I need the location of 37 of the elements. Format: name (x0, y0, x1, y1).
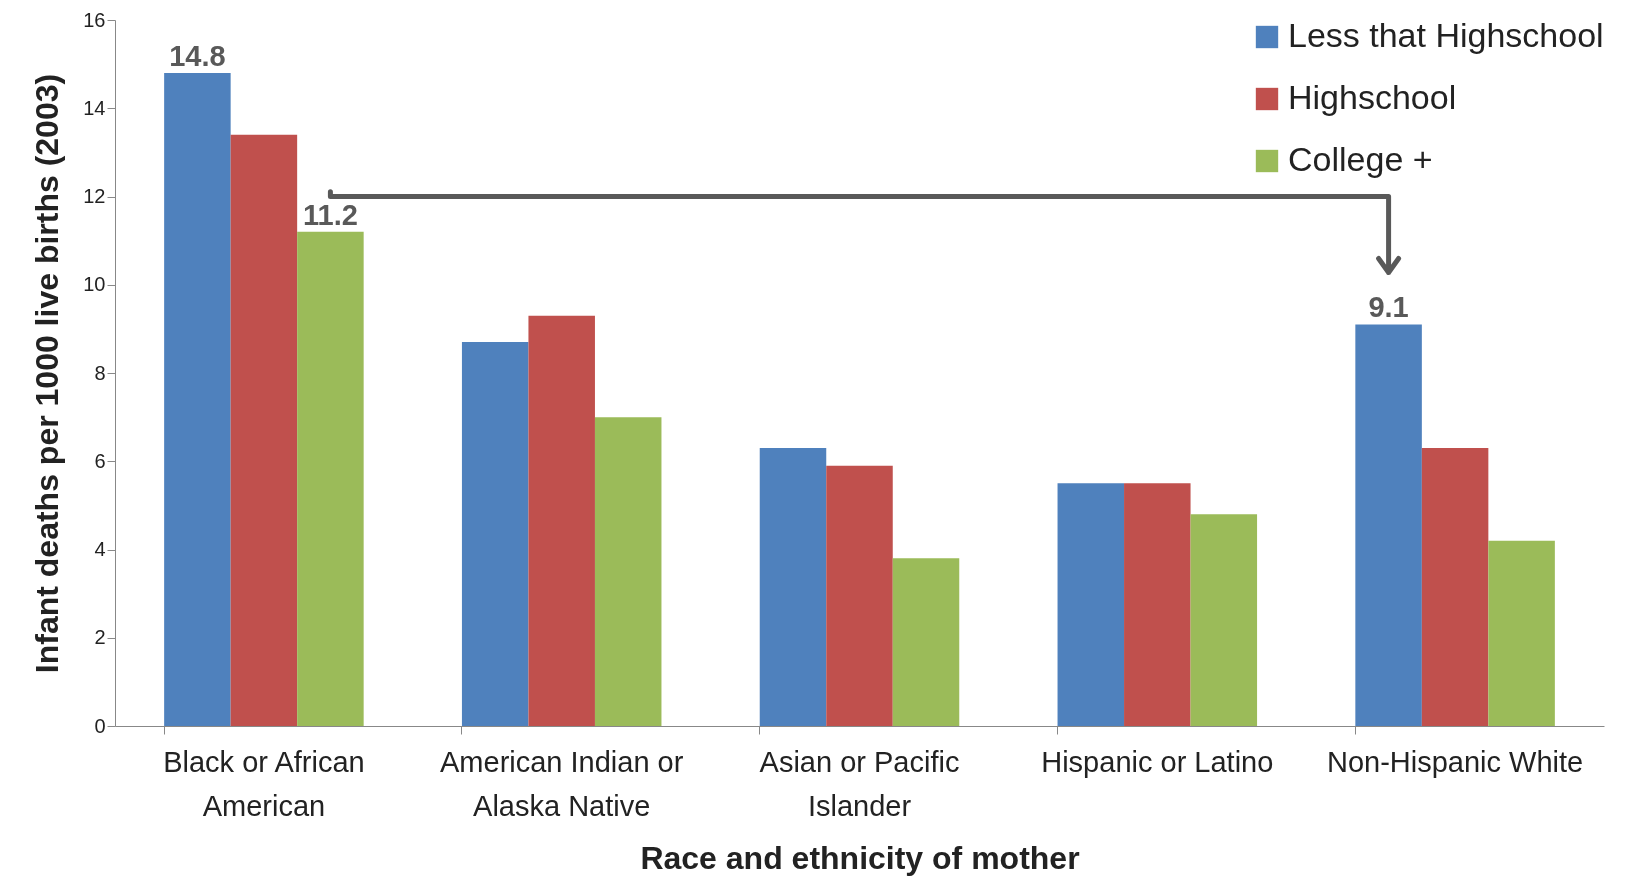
bar (1124, 483, 1191, 726)
y-tick-label: 4 (94, 538, 106, 560)
data-label: 14.8 (169, 39, 226, 72)
bar (759, 448, 827, 726)
y-tick-label: 0 (94, 714, 106, 737)
y-tick-label: 8 (94, 361, 106, 384)
y-tick-label: 12 (83, 185, 106, 207)
legend-label: Less that Highschool (1288, 16, 1604, 54)
x-tick-label: Black or African American (163, 745, 365, 822)
y-tick-label: 10 (83, 273, 106, 296)
bar (461, 342, 529, 726)
x-tick-label: American Indian or Alaska Native (440, 745, 684, 822)
x-tick-label: Hispanic or Latino (1041, 745, 1274, 778)
y-axis-title: Infant deaths per 1000 live births (2003) (29, 73, 66, 674)
y-tick-label: 14 (83, 96, 106, 119)
bar (164, 72, 231, 726)
data-label: 9.1 (1368, 291, 1409, 324)
bar (826, 465, 893, 726)
data-label: 11.2 (302, 198, 358, 231)
bar (1488, 540, 1555, 726)
bar (1421, 448, 1489, 726)
x-tick-label: Non-Hispanic White (1326, 745, 1584, 778)
bar (1190, 514, 1258, 726)
y-tick-label: 2 (94, 626, 106, 649)
x-axis-title: Race and ethnicity of mother (640, 839, 1080, 876)
bar (1057, 483, 1125, 726)
bar (1355, 324, 1422, 726)
x-tick-label: Asian or Pacific Islander (759, 745, 960, 822)
legend-label: Highschool (1288, 78, 1457, 116)
legend-label: College + (1288, 140, 1433, 178)
y-tick-label: 16 (83, 8, 106, 31)
bar (594, 417, 662, 726)
bar (297, 231, 364, 726)
bar (230, 134, 298, 726)
bar (528, 315, 595, 726)
bar (892, 558, 960, 726)
y-tick-label: 6 (94, 449, 106, 472)
